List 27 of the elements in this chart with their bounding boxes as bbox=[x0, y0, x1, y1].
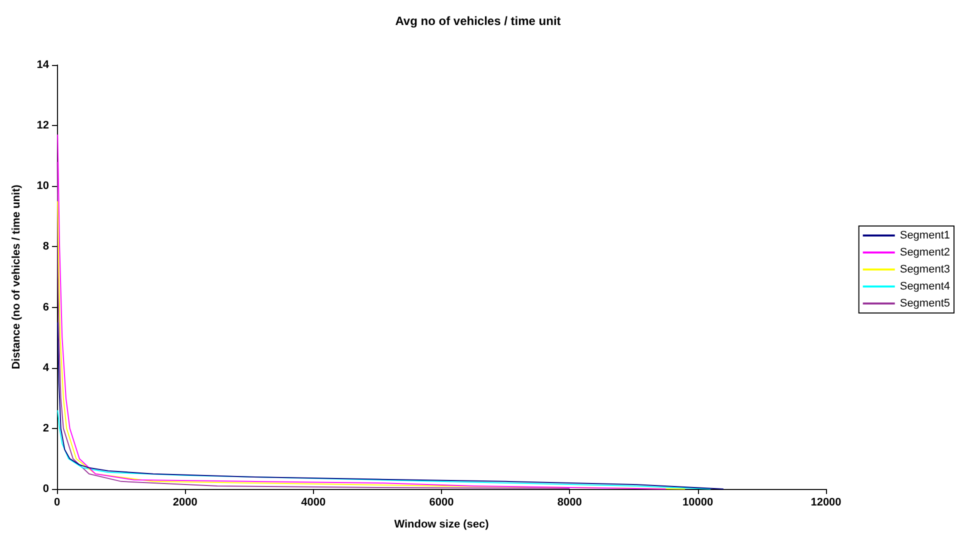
x-tick-label: 6000 bbox=[429, 496, 454, 508]
y-tick-label: 0 bbox=[42, 483, 49, 495]
y-tick-label: 2 bbox=[42, 422, 49, 434]
legend-label: Segment4 bbox=[900, 280, 950, 292]
y-tick-label: 12 bbox=[36, 120, 49, 132]
y-tick-label: 4 bbox=[42, 362, 50, 374]
y-tick-label: 10 bbox=[36, 180, 49, 192]
x-tick-label: 4000 bbox=[301, 496, 326, 508]
x-tick-label: 0 bbox=[54, 496, 60, 508]
x-tick-label: 12000 bbox=[810, 496, 842, 508]
x-tick-label: 10000 bbox=[682, 496, 714, 508]
chart-title: Avg no of vehicles / time unit bbox=[395, 14, 561, 28]
line-series bbox=[57, 322, 724, 490]
legend-label: Segment3 bbox=[900, 264, 950, 276]
y-axis-title: Distance (no of vehicles / time unit) bbox=[10, 184, 22, 370]
line-series bbox=[57, 410, 712, 490]
legend-label: Segment1 bbox=[900, 230, 950, 242]
legend-label: Segment5 bbox=[900, 298, 950, 310]
y-tick-label: 6 bbox=[42, 301, 49, 314]
x-tick-label: 2000 bbox=[172, 496, 198, 508]
x-tick-label: 8000 bbox=[557, 496, 582, 508]
line-series bbox=[56, 161, 570, 489]
x-axis-title: Window size (sec) bbox=[394, 518, 490, 530]
line-series bbox=[57, 134, 666, 490]
y-tick-label: 14 bbox=[36, 59, 50, 71]
y-tick-label: 8 bbox=[42, 240, 49, 253]
legend-label: Segment2 bbox=[900, 246, 950, 258]
